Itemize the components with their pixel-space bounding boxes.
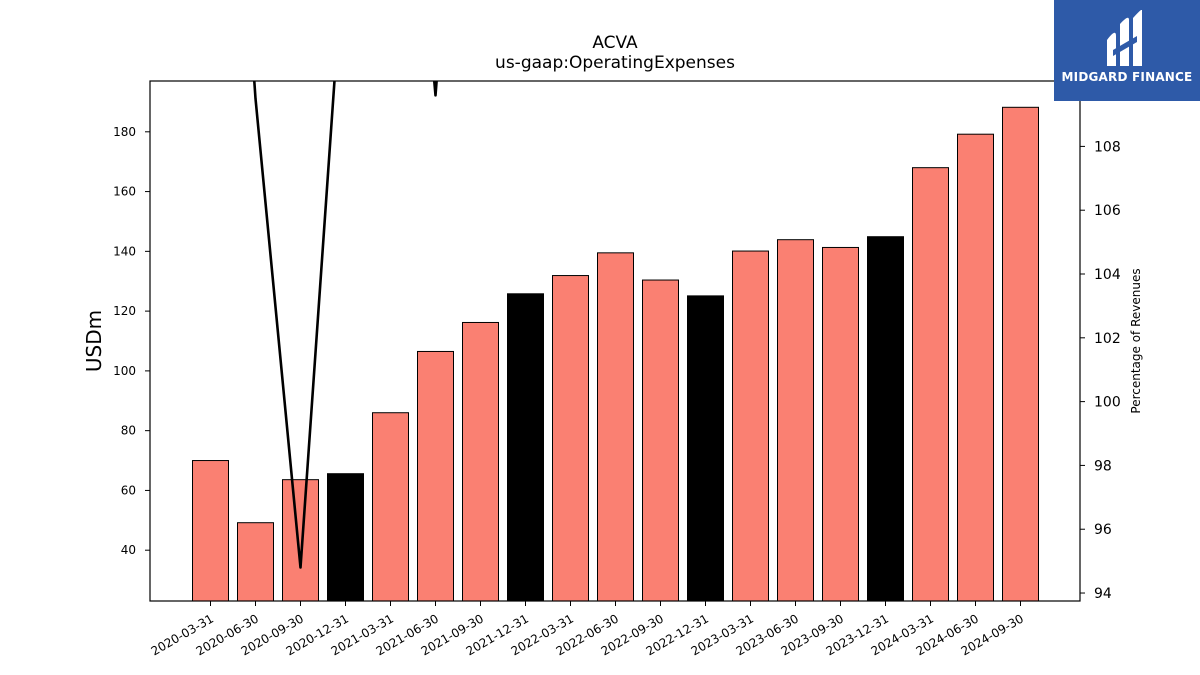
y-axis: 40 60 80 100 120 140 160 180	[113, 125, 150, 557]
brand-logo: MIDGARD FINANCE	[1054, 0, 1200, 101]
y2-axis-label: Percentage of Revenues	[1129, 268, 1143, 413]
bar-2022-12-31	[687, 295, 724, 602]
bar-2021-09-30	[462, 321, 499, 602]
bar-2024-06-30	[957, 133, 994, 602]
bar-2022-09-30	[642, 279, 679, 602]
bar-2023-09-30	[822, 246, 859, 602]
y2-tick-label: 104	[1094, 267, 1121, 283]
bars-group	[192, 106, 1039, 602]
bar-2023-06-30	[777, 239, 814, 602]
x-axis: 2020-03-312020-06-302020-09-302020-12-31…	[149, 601, 1026, 658]
brand-logo-icon	[1107, 10, 1142, 66]
y2-tick-label: 100	[1094, 395, 1121, 411]
bar-2021-06-30	[417, 350, 454, 602]
y2-tick-label: 98	[1094, 458, 1112, 474]
y2-tick-label: 94	[1094, 586, 1112, 602]
bar-2022-06-30	[597, 252, 634, 602]
y-tick-label: 120	[113, 304, 136, 318]
brand-logo-text: MIDGARD FINANCE	[1061, 70, 1193, 84]
bar-2020-03-31	[192, 460, 229, 602]
bar-2024-09-30	[1002, 106, 1039, 602]
bar-2020-12-31	[327, 473, 364, 602]
bar-2020-09-30	[282, 479, 319, 602]
chart-subtitle: us-gaap:OperatingExpenses	[495, 53, 735, 73]
y-tick-label: 180	[113, 125, 136, 139]
bar-2023-12-31	[867, 236, 904, 602]
bar-2020-06-30	[237, 522, 274, 602]
y2-tick-label: 106	[1094, 203, 1121, 219]
y2-tick-label: 108	[1094, 139, 1121, 155]
chart-title: ACVA	[592, 33, 638, 53]
y-tick-label: 80	[121, 424, 136, 438]
y-axis-label: USDm	[82, 310, 106, 372]
y-tick-label: 100	[113, 364, 136, 378]
y-tick-label: 40	[121, 543, 136, 557]
bar-2023-03-31	[732, 250, 769, 602]
bar-2022-03-31	[552, 275, 589, 602]
y2-tick-label: 96	[1094, 522, 1112, 538]
bar-2024-03-31	[912, 167, 949, 602]
y2-axis: 94 96 98 100 102 104 106 108	[1080, 139, 1121, 602]
bar-2021-03-31	[372, 412, 409, 602]
y-tick-label: 60	[121, 483, 136, 497]
y-tick-label: 160	[113, 185, 136, 199]
y-tick-label: 140	[113, 244, 136, 258]
bar-2021-12-31	[507, 293, 544, 602]
y2-tick-label: 102	[1094, 331, 1121, 347]
